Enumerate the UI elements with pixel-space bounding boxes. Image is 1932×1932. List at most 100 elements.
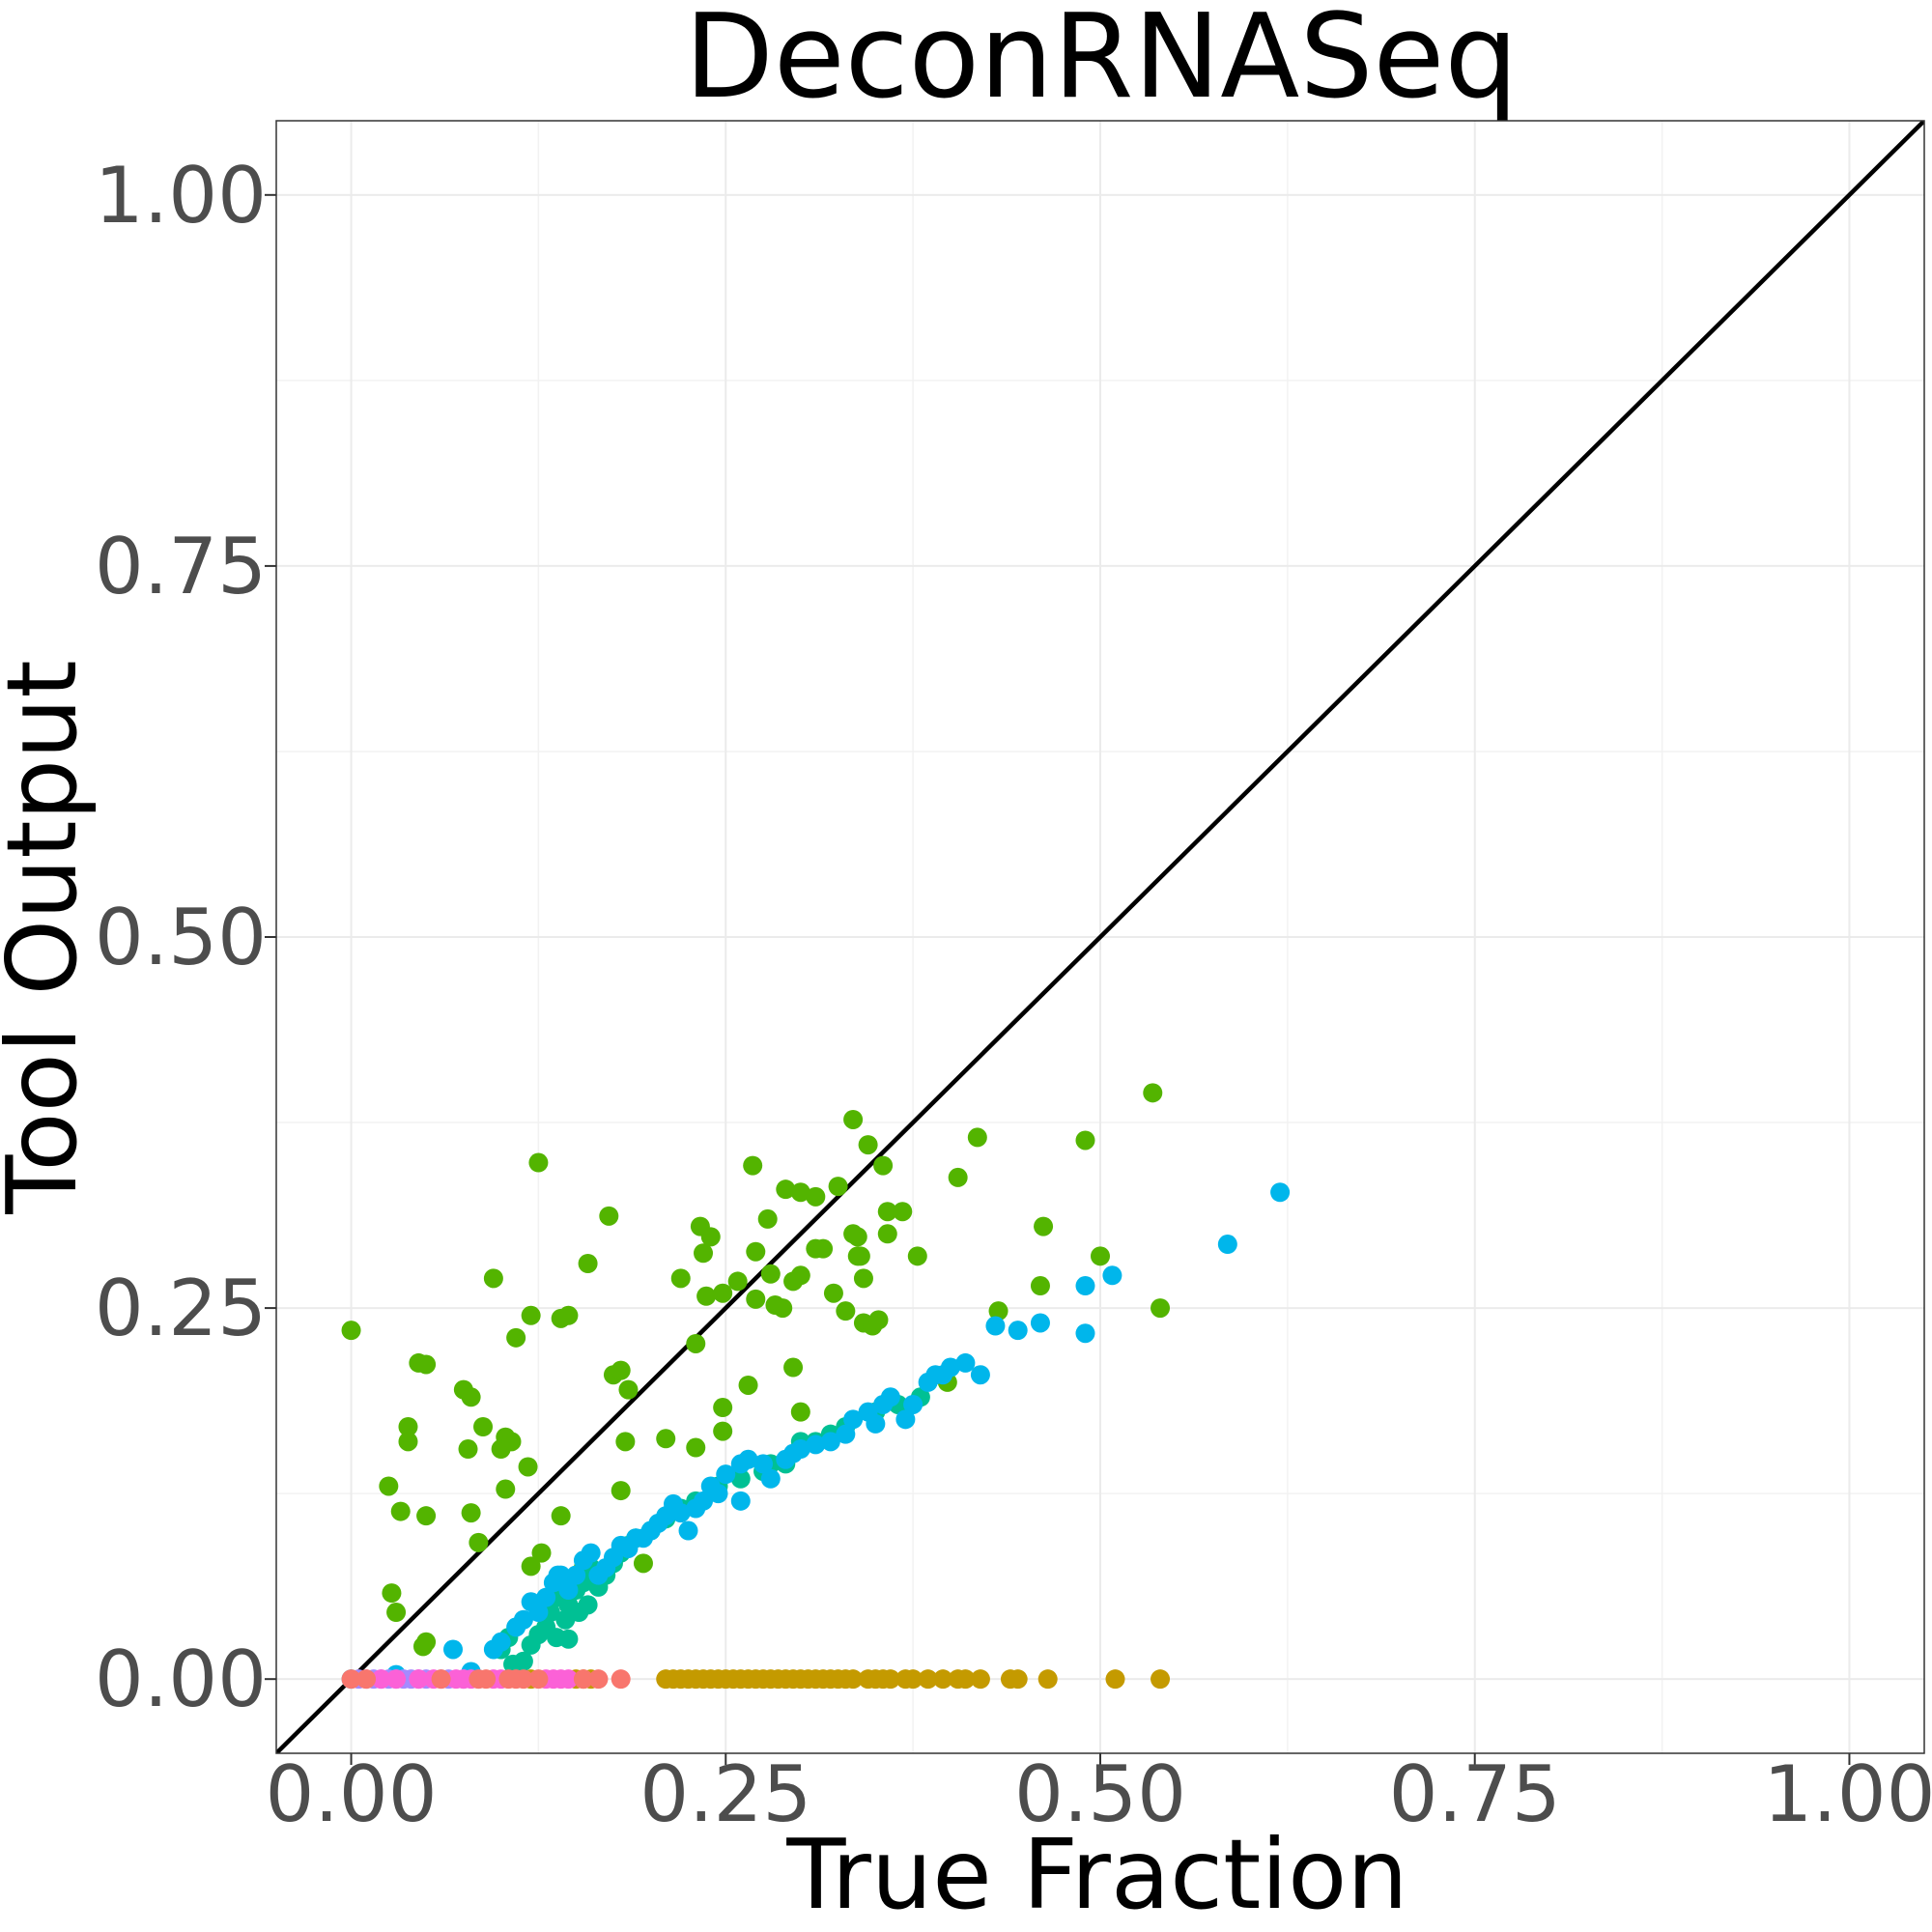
data-point-series-0	[611, 1481, 631, 1501]
data-point-series-2	[940, 1357, 960, 1378]
x-axis-label: True Fraction	[785, 1818, 1407, 1931]
axis-ticks: 0.00 0.25 0.50 0.75 1.00 0.00 0.25 0.50 0.75 1.00	[95, 151, 1932, 1839]
x-tick-label: 0.25	[639, 1749, 811, 1839]
data-point-series-0	[686, 1437, 706, 1458]
data-point-series-0	[836, 1301, 856, 1321]
data-point-series-3	[918, 1669, 938, 1690]
data-point-series-2	[581, 1543, 601, 1563]
data-point-series-2	[820, 1432, 840, 1452]
data-point-series-6	[476, 1669, 497, 1690]
chart-title: DeconRNASeq	[684, 0, 1518, 125]
reference-line-group	[276, 121, 1924, 1753]
data-point-series-0	[746, 1289, 766, 1309]
data-point-series-2	[694, 1491, 714, 1511]
data-point-series-2	[1102, 1265, 1122, 1286]
data-point-series-0	[757, 1208, 778, 1229]
data-point-series-0	[670, 1268, 691, 1289]
data-point-series-0	[379, 1476, 399, 1496]
data-point-series-1	[578, 1595, 598, 1615]
data-point-series-0	[518, 1457, 538, 1477]
data-point-series-0	[615, 1432, 636, 1452]
data-point-series-0	[686, 1333, 706, 1353]
data-point-series-5	[558, 1669, 579, 1690]
data-point-series-2	[955, 1352, 976, 1373]
data-point-series-0	[611, 1360, 631, 1380]
data-point-series-2	[730, 1491, 751, 1511]
data-point-series-3	[955, 1669, 976, 1690]
data-point-series-2	[1075, 1323, 1095, 1344]
data-point-series-0	[743, 1155, 763, 1176]
data-point-series-2	[806, 1435, 826, 1455]
data-point-series-0	[790, 1402, 810, 1422]
data-point-series-0	[828, 1177, 848, 1197]
data-point-series-0	[633, 1553, 653, 1574]
data-point-series-0	[967, 1127, 987, 1148]
data-point-series-6	[588, 1669, 609, 1690]
data-point-series-0	[473, 1417, 494, 1436]
data-point-series-0	[416, 1632, 437, 1652]
data-point-series-0	[760, 1264, 781, 1284]
data-point-series-0	[850, 1246, 870, 1266]
data-point-series-3	[880, 1669, 900, 1690]
data-point-series-3	[843, 1669, 864, 1690]
data-point-series-0	[386, 1603, 407, 1623]
data-point-series-0	[398, 1432, 418, 1452]
data-point-series-0	[458, 1439, 478, 1460]
data-point-series-2	[843, 1409, 864, 1430]
data-point-series-0	[551, 1506, 571, 1526]
data-point-series-5	[371, 1669, 391, 1690]
data-point-series-0	[713, 1283, 733, 1303]
data-point-series-0	[528, 1152, 549, 1173]
data-point-series-0	[773, 1298, 793, 1319]
data-point-series-2	[443, 1639, 464, 1660]
data-point-series-2	[678, 1520, 698, 1541]
data-point-series-2	[903, 1394, 923, 1414]
data-point-series-0	[694, 1243, 714, 1264]
data-point-series-3	[1008, 1669, 1028, 1690]
data-point-series-0	[877, 1202, 897, 1222]
data-point-series-0	[416, 1506, 437, 1526]
data-point-series-0	[790, 1182, 810, 1203]
data-point-series-3	[1105, 1669, 1125, 1690]
data-point-series-0	[893, 1202, 913, 1222]
data-point-series-2	[558, 1580, 579, 1600]
data-points	[341, 1083, 1291, 1690]
data-point-series-0	[823, 1283, 843, 1303]
data-point-series-2	[1030, 1313, 1050, 1333]
data-point-series-0	[483, 1268, 503, 1289]
data-point-series-2	[670, 1503, 691, 1523]
y-tick-label: 0.00	[95, 1634, 267, 1724]
identity-reference-line	[276, 121, 1924, 1753]
data-point-series-2	[790, 1439, 810, 1460]
data-point-series-3	[1037, 1669, 1058, 1690]
data-point-series-2	[551, 1565, 571, 1585]
data-point-series-0	[877, 1224, 897, 1244]
data-point-series-2	[866, 1413, 886, 1434]
data-point-series-2	[491, 1632, 511, 1652]
data-point-series-0	[988, 1301, 1009, 1321]
data-point-series-0	[907, 1246, 927, 1266]
data-point-series-2	[836, 1424, 856, 1444]
data-point-series-6	[431, 1669, 451, 1690]
data-point-series-0	[1143, 1083, 1163, 1103]
data-point-series-0	[382, 1583, 402, 1604]
data-point-series-0	[390, 1501, 411, 1521]
data-point-series-0	[790, 1265, 810, 1286]
data-point-series-2	[536, 1587, 556, 1607]
data-point-series-6	[513, 1669, 533, 1690]
data-point-series-2	[1217, 1235, 1237, 1255]
data-point-series-0	[531, 1543, 552, 1563]
data-point-series-0	[461, 1387, 481, 1407]
data-point-series-0	[1030, 1276, 1050, 1296]
data-point-series-0	[1075, 1130, 1095, 1151]
data-point-series-3	[1151, 1669, 1171, 1690]
data-point-series-0	[948, 1167, 968, 1187]
data-point-series-0	[868, 1310, 889, 1330]
data-point-series-0	[656, 1429, 676, 1449]
y-tick-label: 0.75	[95, 522, 267, 611]
data-point-series-6	[528, 1669, 549, 1690]
data-point-series-0	[398, 1417, 418, 1436]
data-point-series-2	[895, 1409, 916, 1430]
data-point-series-0	[558, 1305, 579, 1325]
